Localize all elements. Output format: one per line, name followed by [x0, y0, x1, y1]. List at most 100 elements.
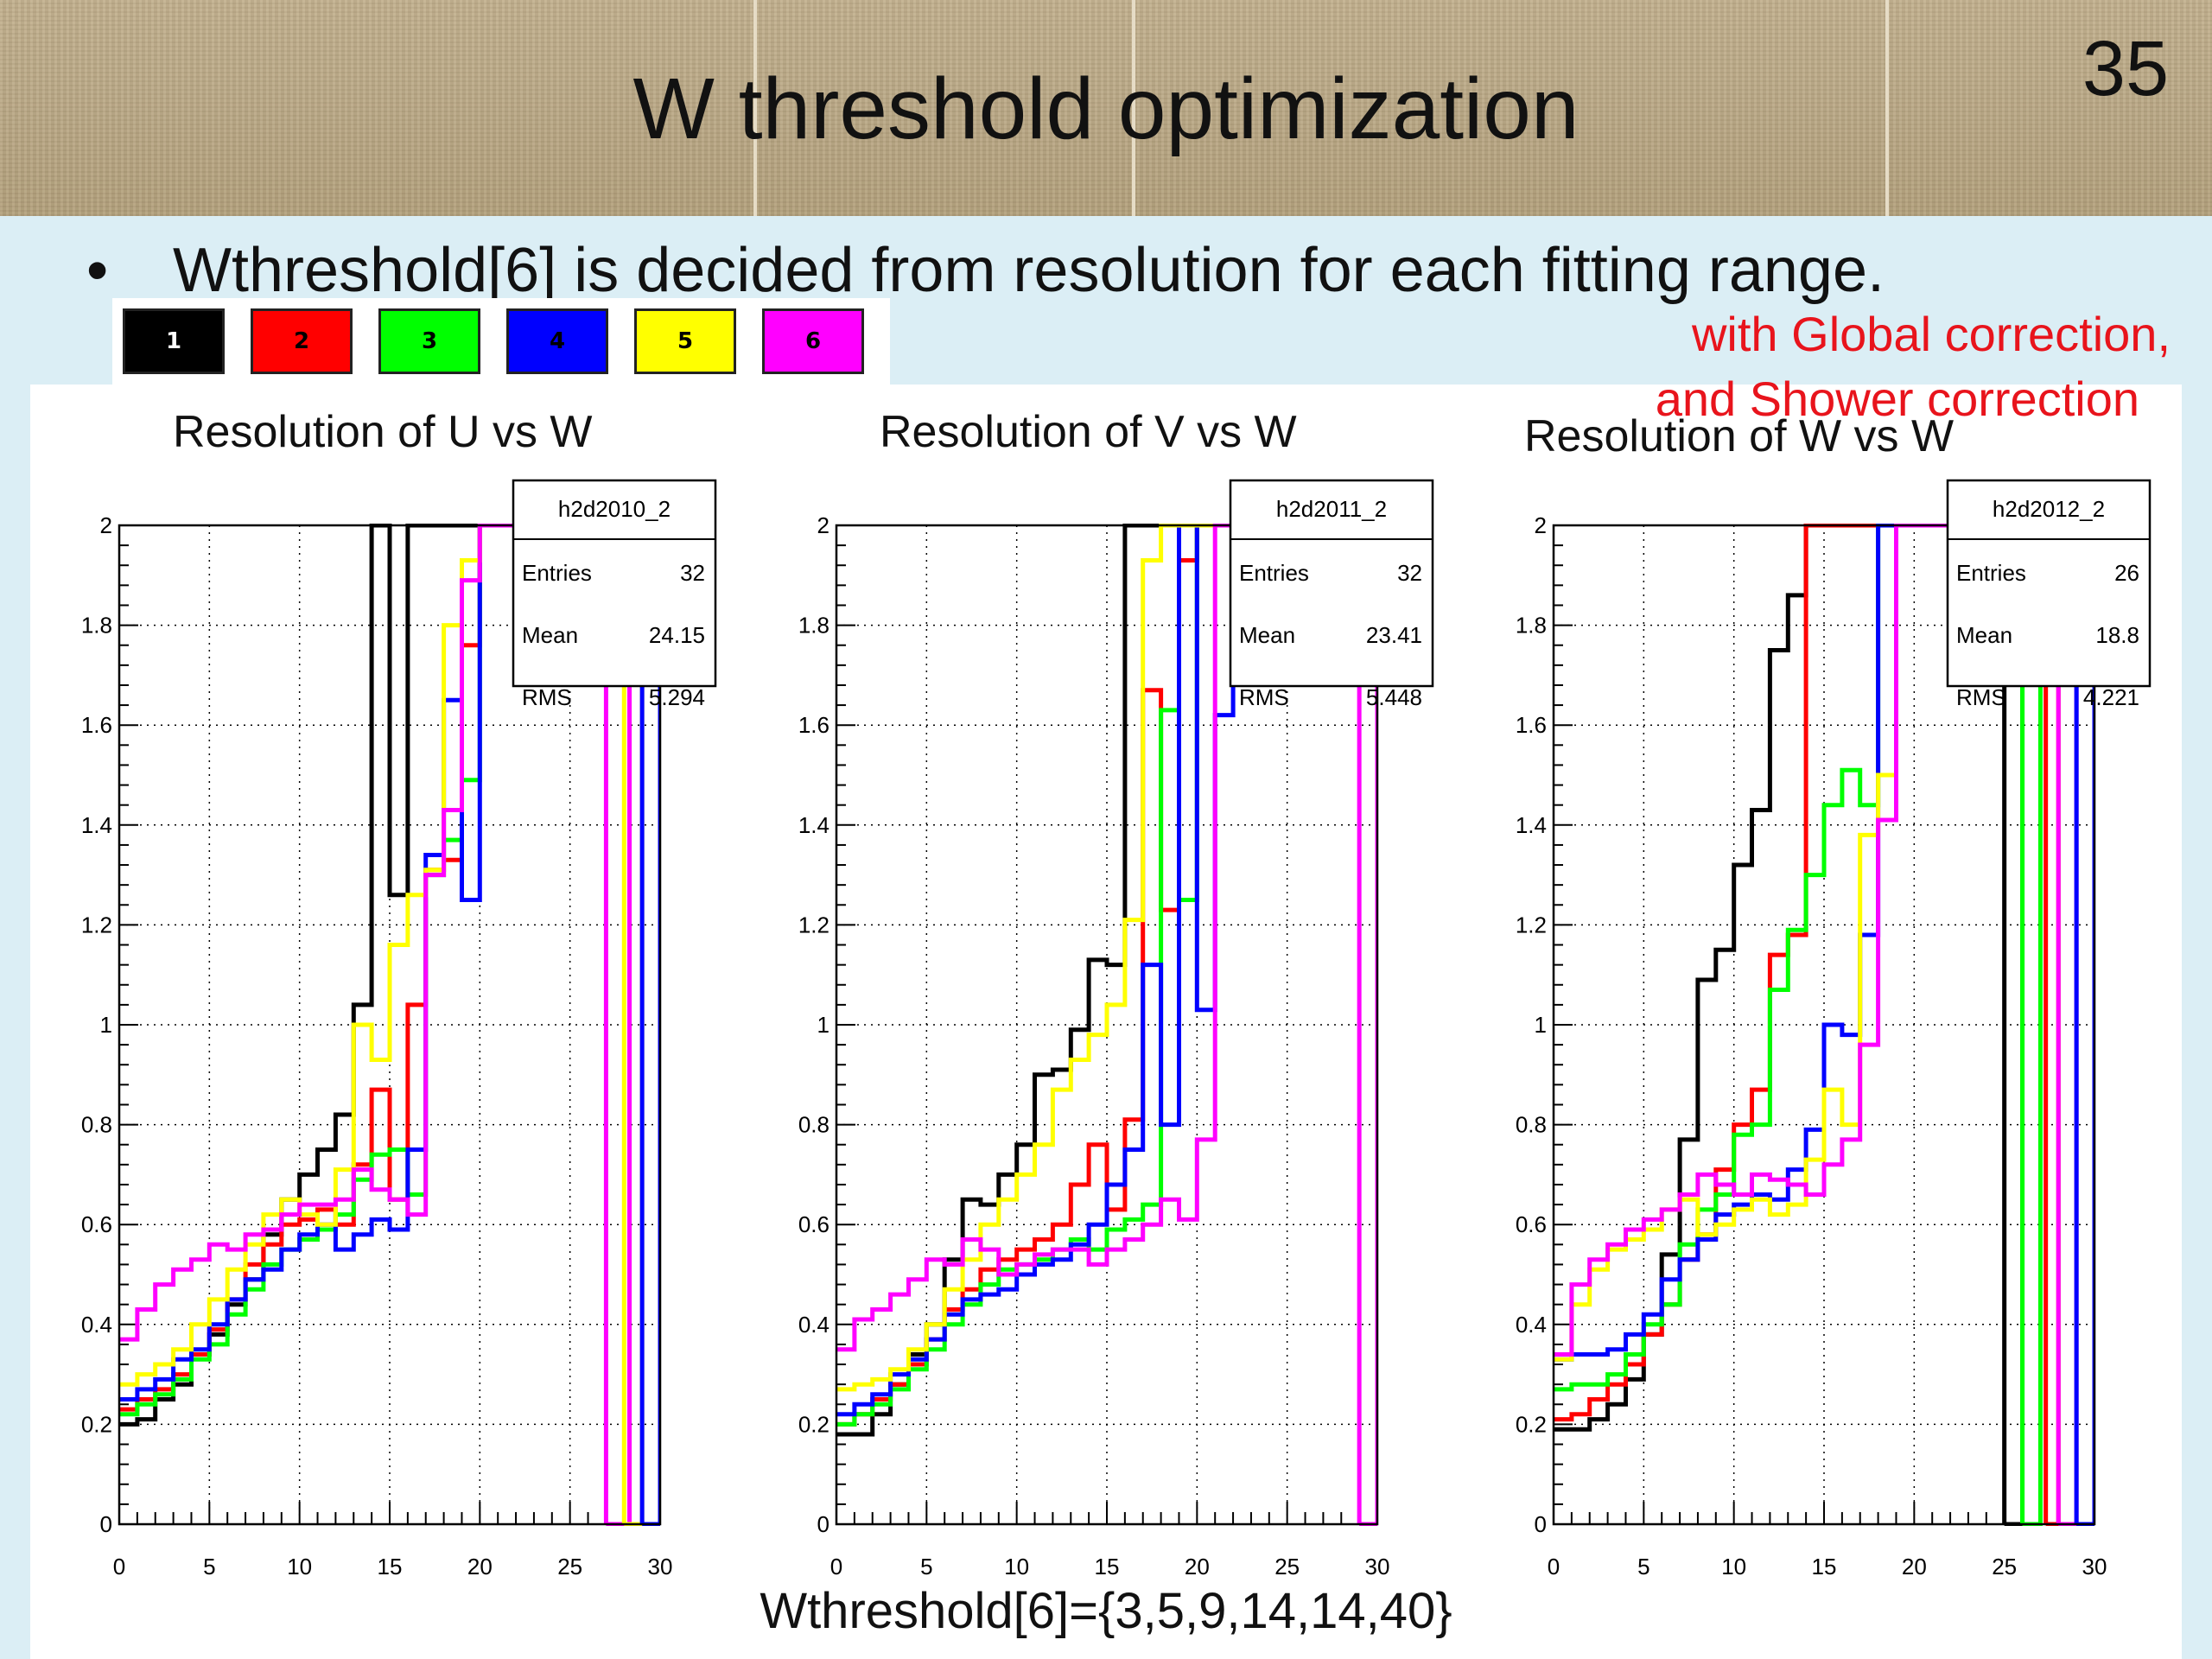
stats-value: 32 [1397, 560, 1422, 586]
y-tick-label: 0.8 [81, 1112, 112, 1138]
header-seam [1885, 0, 1889, 216]
x-tick-label: 30 [1365, 1554, 1390, 1580]
x-tick-label: 5 [1637, 1554, 1649, 1580]
y-tick-label: 1.2 [798, 912, 830, 938]
x-tick-label: 20 [1902, 1554, 1927, 1580]
x-tick-label: 15 [378, 1554, 403, 1580]
legend-label: 6 [804, 328, 822, 354]
stats-value: 4.221 [2083, 684, 2139, 710]
y-tick-label: 0.6 [1516, 1211, 1547, 1237]
x-tick-label: 0 [113, 1554, 125, 1580]
legend-swatch-4: 4 [506, 308, 608, 374]
y-tick-label: 1 [1535, 1012, 1547, 1038]
stats-box [1229, 479, 1434, 688]
y-tick-label: 1.8 [1516, 613, 1547, 639]
stats-label: Mean [1239, 622, 1295, 648]
stats-label: Entries [1956, 560, 2026, 586]
y-tick-label: 1.4 [81, 812, 112, 838]
stats-value: 26 [2114, 560, 2139, 586]
stats-label: Mean [1956, 622, 2012, 648]
x-tick-label: 5 [203, 1554, 215, 1580]
plot-frame [118, 524, 662, 1526]
chart-title-v: Resolution of V vs W [880, 407, 1297, 457]
y-tick-label: 1.4 [1516, 812, 1547, 838]
legend-label: 2 [293, 328, 310, 354]
note-shower-correction: and Shower correction [1655, 372, 2139, 426]
x-tick-label: 10 [287, 1554, 312, 1580]
legend-swatch-3: 3 [378, 308, 480, 374]
y-tick-label: 2 [817, 512, 830, 538]
bullet-text: Wthreshold[6] is decided from resolution… [173, 236, 1885, 305]
plot-frame [1552, 524, 2096, 1526]
bullet-icon: • [86, 236, 109, 305]
y-tick-label: 2 [100, 512, 112, 538]
stats-label: Entries [522, 560, 592, 586]
x-tick-label: 20 [1185, 1554, 1210, 1580]
stats-name: h2d2012_2 [1993, 496, 2105, 522]
y-tick-label: 0.2 [81, 1411, 112, 1437]
x-tick-label: 30 [648, 1554, 673, 1580]
y-tick-label: 1.2 [81, 912, 112, 938]
plot-frame [835, 524, 1379, 1526]
x-tick-label: 15 [1812, 1554, 1837, 1580]
stats-label: RMS [522, 684, 572, 710]
y-tick-label: 1.8 [798, 613, 830, 639]
stats-value: 18.8 [2095, 622, 2139, 648]
y-tick-label: 0 [100, 1511, 112, 1537]
note-global-correction: with Global correction, [1691, 307, 2171, 361]
slide-header: W threshold optimization 35 [0, 0, 2212, 216]
stats-label: Entries [1239, 560, 1309, 586]
stats-box [512, 479, 717, 688]
legend-label: 4 [549, 328, 566, 354]
legend-label: 1 [165, 328, 182, 354]
stats-box [1946, 479, 2152, 688]
stats-label: RMS [1239, 684, 1289, 710]
y-tick-label: 1.4 [798, 812, 830, 838]
stats-value: 5.294 [649, 684, 705, 710]
y-tick-label: 1 [100, 1012, 112, 1038]
x-tick-label: 25 [557, 1554, 582, 1580]
y-tick-label: 0.6 [81, 1211, 112, 1237]
y-tick-label: 0.8 [798, 1112, 830, 1138]
x-tick-label: 10 [1721, 1554, 1746, 1580]
stats-value: 32 [680, 560, 705, 586]
x-tick-label: 10 [1004, 1554, 1029, 1580]
y-tick-label: 1.6 [1516, 712, 1547, 738]
y-tick-label: 1.6 [798, 712, 830, 738]
x-tick-label: 0 [1548, 1554, 1560, 1580]
y-tick-label: 0.4 [81, 1312, 112, 1338]
header-seam [753, 0, 757, 216]
y-tick-label: 1.8 [81, 613, 112, 639]
y-tick-label: 1 [817, 1012, 830, 1038]
y-tick-label: 0.4 [798, 1312, 830, 1338]
y-tick-label: 0 [1535, 1511, 1547, 1537]
x-tick-label: 20 [467, 1554, 493, 1580]
y-tick-label: 1.2 [1516, 912, 1547, 938]
x-tick-label: 0 [830, 1554, 842, 1580]
stats-label: Mean [522, 622, 578, 648]
y-tick-label: 0.6 [798, 1211, 830, 1237]
stats-value: 23.41 [1366, 622, 1422, 648]
stats-label: RMS [1956, 684, 2006, 710]
y-tick-label: 0.4 [1516, 1312, 1547, 1338]
header-seam [1132, 0, 1135, 216]
stats-name: h2d2010_2 [558, 496, 671, 522]
legend-label: 3 [421, 328, 438, 354]
x-axis-caption: Wthreshold[6]={3,5,9,14,14,40} [760, 1583, 1452, 1639]
legend-label: 5 [677, 328, 694, 354]
x-tick-label: 25 [1274, 1554, 1300, 1580]
y-tick-label: 0.8 [1516, 1112, 1547, 1138]
x-tick-label: 25 [1992, 1554, 2017, 1580]
legend-swatch-6: 6 [762, 308, 864, 374]
y-tick-label: 0 [817, 1511, 830, 1537]
chart-title-u: Resolution of U vs W [173, 407, 593, 457]
stats-value: 5.448 [1366, 684, 1422, 710]
x-tick-label: 5 [920, 1554, 932, 1580]
chart-v-vs-w: 00.20.40.60.811.21.41.61.820 5 10 15 20 25 30h… [798, 479, 1434, 1580]
chart-u-vs-w: 00.20.40.60.811.21.41.61.820 5 10 15 20 25 30h… [81, 479, 717, 1580]
bullet-point: • Wthreshold[6] is decided from resolutio… [86, 232, 1885, 309]
x-tick-label: 15 [1095, 1554, 1120, 1580]
legend-swatch-2: 2 [251, 308, 353, 374]
slide-title: W threshold optimization [632, 60, 1580, 157]
legend-swatch-1: 1 [123, 308, 225, 374]
